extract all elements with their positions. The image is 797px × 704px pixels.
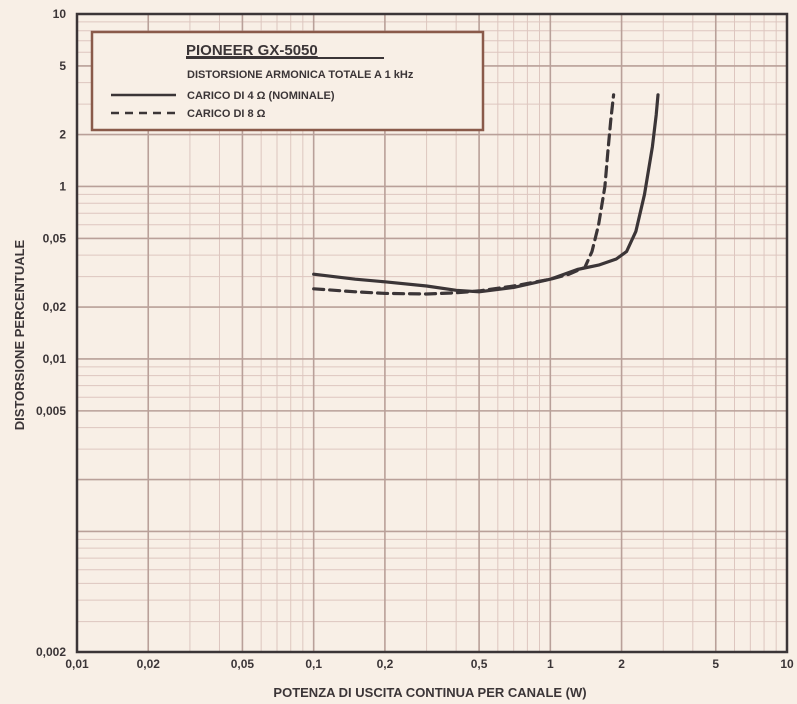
y-axis-title: DISTORSIONE PERCENTUALE bbox=[12, 239, 27, 430]
y-tick-label: 0,02 bbox=[43, 300, 67, 314]
plot-frame bbox=[75, 12, 789, 654]
x-tick-label: 0,02 bbox=[137, 657, 161, 671]
y-tick-label: 5 bbox=[59, 59, 66, 73]
x-tick-label: 0,1 bbox=[305, 657, 322, 671]
chart-title: PIONEER GX-5050 bbox=[186, 42, 318, 59]
x-tick-label: 0,05 bbox=[231, 657, 255, 671]
x-tick-label: 1 bbox=[547, 657, 554, 671]
y-tick-label: 0,05 bbox=[43, 231, 67, 245]
x-tick-label: 0,01 bbox=[65, 657, 89, 671]
series-layer bbox=[312, 93, 660, 296]
y-tick-label: 0,01 bbox=[43, 352, 67, 366]
x-tick-label: 2 bbox=[618, 657, 625, 671]
x-tick-label: 0,5 bbox=[471, 657, 488, 671]
legend: PIONEER GX-5050 DISTORSIONE ARMONICA TOT… bbox=[90, 30, 485, 132]
legend-label-8-ohm: CARICO DI 8 Ω bbox=[187, 108, 266, 120]
x-tick-label: 0,2 bbox=[377, 657, 394, 671]
y-tick-label: 2 bbox=[59, 128, 66, 142]
y-tick-label: 10 bbox=[53, 7, 67, 21]
y-tick-label: 0,005 bbox=[36, 404, 66, 418]
chart-subtitle: DISTORSIONE ARMONICA TOTALE A 1 kHz bbox=[187, 69, 414, 81]
tick-labels: 0,01 0,02 0,05 0,1 0,2 0,5 1 2 5 10 10 5 2 1 0,05 0,02 0… bbox=[36, 7, 794, 671]
y-tick-label: 0,002 bbox=[36, 645, 66, 659]
x-tick-label: 5 bbox=[712, 657, 719, 671]
x-axis-title: POTENZA DI USCITA CONTINUA PER CANALE (W… bbox=[273, 685, 586, 700]
x-tick-label: 10 bbox=[780, 657, 794, 671]
y-tick-label: 1 bbox=[59, 179, 66, 193]
legend-label-4-ohm: CARICO DI 4 Ω (NOMINALE) bbox=[187, 90, 335, 102]
series-line-8-ohm bbox=[312, 93, 616, 296]
